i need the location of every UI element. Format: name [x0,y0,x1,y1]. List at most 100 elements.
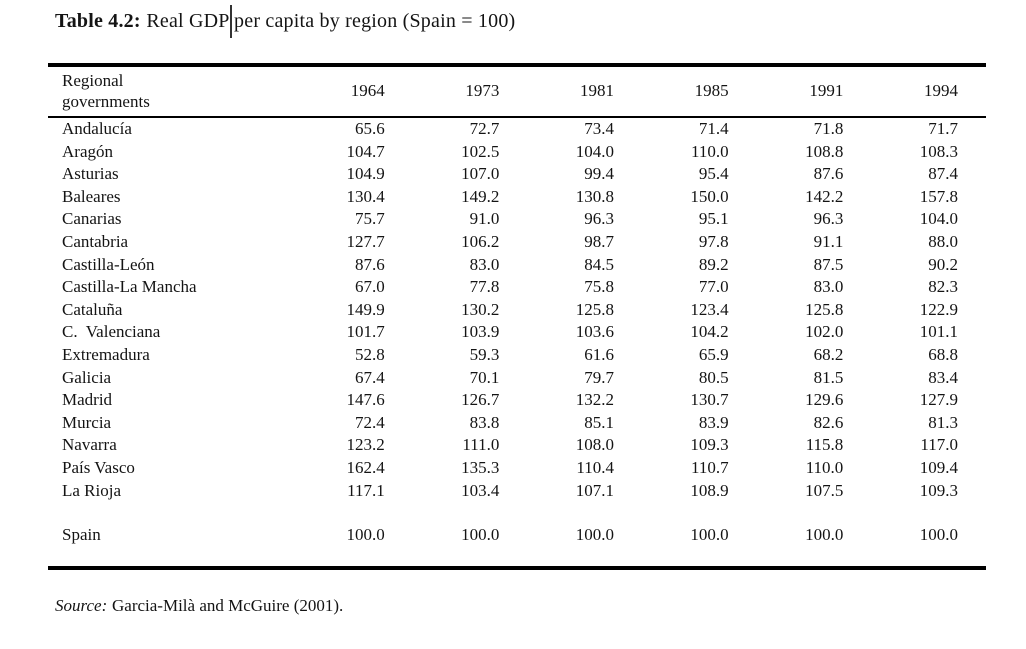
region-cell: C. Valenciana [62,322,161,342]
value-cell: 110.7 [691,457,729,477]
value-cell: 65.9 [698,344,729,364]
value-cell: 83.8 [469,412,500,432]
value-cell: 85.1 [584,412,615,432]
value-cell: 84.5 [584,254,615,274]
value-cell: 102.0 [805,322,844,342]
source-line: Source: Garcia-Milà and McGuire (2001). [55,596,343,616]
value-cell: 72.4 [355,412,385,432]
table-row: Extremadura 52.8 59.3 61.6 65.9 68.2 68.8 [48,344,986,367]
value-cell: 82.3 [928,277,958,297]
region-cell: Navarra [62,435,117,455]
value-cell: 132.2 [575,390,615,410]
value-cell: 83.4 [928,367,958,387]
table-row: Castilla-La Mancha 67.0 77.8 75.8 77.0 83.0 82… [48,276,986,299]
value-cell: 126.7 [461,390,500,410]
value-cell: 87.6 [355,254,385,274]
value-cell: 71.8 [813,119,844,138]
value-cell: 149.2 [461,186,500,206]
value-cell: 107.1 [575,480,615,500]
value-cell: 127.7 [346,231,385,251]
value-cell: 77.0 [698,277,729,297]
region-cell: Cantabria [62,231,129,251]
table-header: Regional governments 1964 1973 1981 1985… [48,65,986,118]
spain-row: Spain 100.0 100.0 100.0 100.0 100.0 100.0 [48,524,986,547]
year-header-1981: 1981 [527,65,643,118]
value-cell: 98.7 [584,231,615,251]
table-title-label: Table 4.2: [55,10,141,32]
table-row: Canarias 75.7 91.0 96.3 95.1 96.3 104.0 [48,208,986,231]
value-cell: 115.8 [805,435,844,455]
value-cell: 88.0 [928,231,958,251]
region-cell: Spain [62,525,101,545]
value-cell: 100.0 [461,525,500,545]
value-cell: 108.3 [919,141,958,161]
value-cell: 130.8 [575,186,615,206]
year-header-1973: 1973 [412,65,528,118]
table-title: Table 4.2: Real GDP per capita by region … [55,10,515,33]
value-cell: 87.4 [928,164,958,184]
value-cell: 72.7 [469,119,500,138]
value-cell: 100.0 [805,525,844,545]
value-cell: 135.3 [461,457,500,477]
table-row: Madrid 147.6 126.7 132.2 130.7 129.6 127.9 [48,389,986,412]
year-header-1991: 1991 [756,65,872,118]
value-cell: 150.0 [690,186,729,206]
value-cell: 147.6 [346,390,385,410]
table-body: Andalucía 65.6 72.7 73.4 71.4 71.8 71.7 Aragón 1… [48,117,986,568]
value-cell: 110.0 [805,457,844,477]
region-cell: Canarias [62,209,122,229]
value-cell: 108.8 [805,141,844,161]
table-row: La Rioja 117.1 103.4 107.1 108.9 107.5 109.3 [48,480,986,503]
value-cell: 52.8 [355,344,385,364]
value-cell: 67.4 [355,367,385,387]
value-cell: 101.1 [919,322,958,342]
spacer-row [48,502,986,524]
value-cell: 130.4 [346,186,385,206]
value-cell: 65.6 [355,119,385,138]
value-cell: 103.4 [461,480,500,500]
value-cell: 70.1 [469,367,500,387]
value-cell: 123.4 [690,299,729,319]
region-cell: País Vasco [62,457,135,477]
table-row: Asturias 104.9 107.0 99.4 95.4 87.6 87.4 [48,163,986,186]
value-cell: 142.2 [805,186,844,206]
year-header-1964: 1964 [298,65,413,118]
value-cell: 96.3 [813,209,844,229]
value-cell: 77.8 [469,277,500,297]
value-cell: 123.2 [346,435,385,455]
value-cell: 83.0 [813,277,844,297]
value-cell: 111.0 [462,435,500,455]
table-row: Cantabria 127.7 106.2 98.7 97.8 91.1 88.0 [48,231,986,254]
value-cell: 110.4 [576,457,615,477]
source-label: Source: [55,596,108,615]
value-cell: 100.0 [919,525,958,545]
region-cell: Murcia [62,412,112,432]
region-cell: Galicia [62,367,112,387]
value-cell: 109.3 [690,435,729,455]
value-cell: 130.2 [461,299,500,319]
value-cell: 104.2 [690,322,729,342]
value-cell: 81.3 [928,412,958,432]
value-cell: 59.3 [469,344,500,364]
value-cell: 87.5 [813,254,844,274]
value-cell: 108.0 [575,435,615,455]
table-header-row: Regional governments 1964 1973 1981 1985… [48,65,986,118]
value-cell: 71.4 [698,119,729,138]
value-cell: 149.9 [346,299,385,319]
value-cell: 109.3 [919,480,958,500]
region-cell: Asturias [62,164,119,184]
value-cell: 97.8 [698,231,729,251]
value-cell: 67.0 [355,277,385,297]
value-cell: 75.7 [355,209,385,229]
value-cell: 125.8 [575,299,615,319]
value-cell: 95.1 [698,209,729,229]
value-cell: 106.2 [461,231,500,251]
value-cell: 122.9 [919,299,958,319]
value-cell: 129.6 [805,390,844,410]
table-title-text: Real GDP per capita by region (Spain = 1… [146,10,516,32]
region-cell: Madrid [62,390,113,410]
table-row: Castilla-León 87.6 83.0 84.5 89.2 87.5 90.2 [48,254,986,277]
value-cell: 101.7 [346,322,385,342]
value-cell: 107.0 [461,164,500,184]
